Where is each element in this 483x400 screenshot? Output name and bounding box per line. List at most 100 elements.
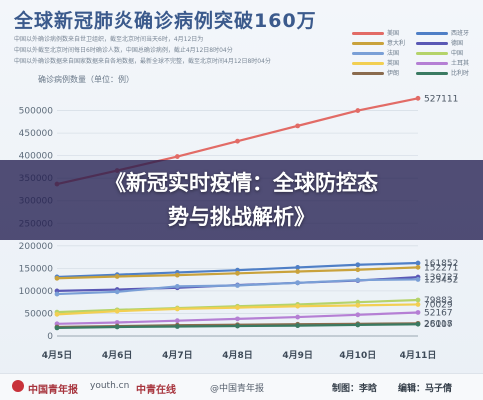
youth-daily-logo-icon <box>12 380 24 392</box>
data-point <box>235 270 240 276</box>
data-point <box>355 302 361 308</box>
legend-swatch <box>416 62 448 65</box>
data-point <box>54 325 60 331</box>
legend-item: 英国 <box>352 58 399 67</box>
data-point <box>295 314 301 320</box>
legend-label: 西班牙 <box>451 30 470 37</box>
banner-line-1: 《新冠实时疫情：全球防控态 <box>105 171 378 195</box>
end-value-label: 130727 <box>424 273 458 283</box>
data-point <box>235 283 240 288</box>
x-tick-label: 4月11日 <box>400 350 437 361</box>
data-point <box>295 303 301 309</box>
data-point <box>174 272 180 278</box>
data-point <box>295 265 301 270</box>
banner-headline: 《新冠实时疫情：全球防控态 势与挑战解析》 <box>0 166 483 234</box>
source-note-2: 中国以外截至北京时间每日6时确诊人数，中国总确诊病例，截止4月12日8时04分 <box>14 47 233 54</box>
data-point <box>415 310 421 315</box>
legend-item: 意大利 <box>352 38 405 47</box>
data-point <box>114 289 120 295</box>
legend-label: 土耳其 <box>451 60 470 67</box>
data-point <box>355 267 361 273</box>
chart-title: 全球新冠肺炎确诊病例突破160万 <box>14 10 317 32</box>
footer-credit-designer: 制图：李晗 <box>332 384 378 394</box>
title-banner <box>0 160 483 240</box>
data-point <box>355 312 361 318</box>
y-tick-label: 150000 <box>19 264 54 274</box>
data-point <box>114 324 120 330</box>
data-point <box>415 277 421 282</box>
legend-swatch <box>352 72 384 75</box>
legend-item: 法国 <box>352 48 399 57</box>
source-note-3: 中国以外确诊数据来自国家数据来自各地数据，最新全球不完整，截至北京时间4月12日… <box>14 58 271 65</box>
data-point <box>174 154 180 159</box>
legend-label: 意大利 <box>387 40 406 47</box>
end-value-label: 125452 <box>424 275 458 285</box>
end-value-label: 26107 <box>424 320 453 330</box>
legend-label: 英国 <box>387 60 400 67</box>
x-tick-label: 4月10日 <box>339 350 376 361</box>
data-point <box>174 306 180 312</box>
footer-bar <box>0 373 483 400</box>
x-tick-label: 4月7日 <box>162 350 193 361</box>
data-point <box>114 320 120 325</box>
data-point <box>114 274 120 279</box>
y-tick-label: 400000 <box>19 152 54 162</box>
source-note-1: 中国以外确诊病例数来自世卫组织，截至北京时间当天6时，4月12日为 <box>14 36 204 43</box>
footer-brand-3: 中青在线 <box>136 385 176 396</box>
data-point <box>114 308 120 314</box>
end-value-label: 79883 <box>424 296 453 306</box>
footer-brand-2: youth.cn <box>90 381 130 391</box>
data-point <box>54 311 60 317</box>
legend-label: 德国 <box>451 40 464 47</box>
end-value-label: 52167 <box>424 308 453 318</box>
legend-swatch <box>416 52 448 55</box>
legend-label: 法国 <box>387 50 400 57</box>
y-tick-label: 50000 <box>24 309 53 319</box>
data-point <box>235 316 240 322</box>
legend-swatch <box>416 72 448 75</box>
data-point <box>174 284 180 289</box>
data-point <box>235 305 240 310</box>
data-point <box>355 277 361 283</box>
legend-item: 比利时 <box>416 68 469 77</box>
legend-item: 美国 <box>352 28 399 37</box>
end-value-label: 527111 <box>424 94 458 104</box>
data-point <box>295 323 301 329</box>
legend-label: 比利时 <box>451 70 470 77</box>
data-point <box>174 324 180 329</box>
data-point <box>295 280 301 286</box>
legend-item: 德国 <box>416 38 463 47</box>
legend-label: 伊朗 <box>387 70 400 77</box>
data-point <box>235 138 240 144</box>
data-point <box>295 123 301 129</box>
data-point <box>415 321 421 327</box>
data-point <box>235 323 240 329</box>
end-value-label: 70029 <box>424 300 453 310</box>
legend-item: 伊朗 <box>352 68 399 77</box>
x-tick-label: 4月8日 <box>222 350 253 361</box>
footer-brand-1: 中国青年报 <box>28 385 78 396</box>
legend-swatch <box>352 52 384 55</box>
legend-item: 中国 <box>416 48 463 57</box>
data-point <box>174 318 180 324</box>
y-tick-label: 0 <box>47 332 53 342</box>
data-point <box>54 275 60 281</box>
y-tick-label: 100000 <box>19 287 54 297</box>
end-value-label: 161852 <box>424 259 458 269</box>
data-point <box>415 260 421 266</box>
legend-swatch <box>416 32 448 35</box>
data-point <box>415 95 421 101</box>
footer-credit-editor: 编辑：马子倩 <box>398 384 453 394</box>
x-tick-label: 4月5日 <box>42 350 73 361</box>
data-point <box>355 262 361 268</box>
data-point <box>295 269 301 274</box>
legend-label: 中国 <box>451 50 464 57</box>
data-point <box>355 108 361 113</box>
legend-swatch <box>352 62 384 65</box>
data-point <box>415 302 421 307</box>
data-point <box>54 291 60 297</box>
legend-swatch <box>352 32 384 35</box>
end-value-label: 28018 <box>424 319 453 329</box>
y-tick-label: 450000 <box>19 129 54 139</box>
